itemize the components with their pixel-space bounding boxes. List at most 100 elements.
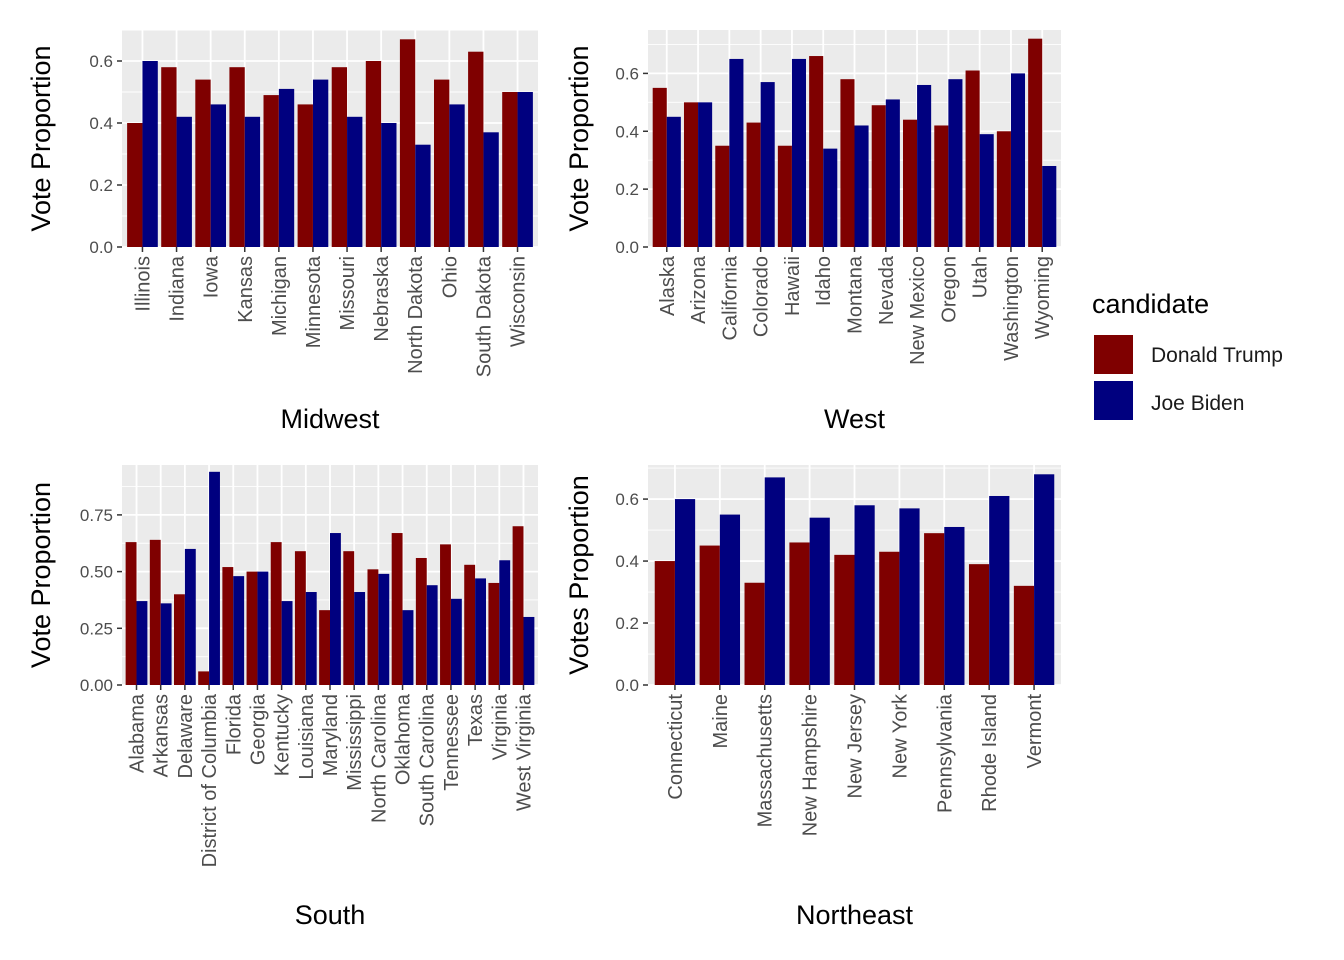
x-tick-label: New York: [889, 693, 911, 778]
bar-biden: [176, 116, 192, 247]
y-tick-label: 0.0: [89, 238, 113, 257]
x-tick-label: Virginia: [489, 693, 511, 760]
bar-biden: [244, 116, 261, 247]
x-tick-label: Louisiana: [296, 693, 318, 780]
legend-swatch-biden: [1094, 381, 1133, 420]
y-tick-label: 0.4: [615, 552, 639, 571]
bar-trump: [367, 569, 379, 685]
bar-trump: [652, 87, 667, 247]
chart-panels: 0.0 0.2 0.4 0.6 Illinois Indiana Iowa Kansas Mic…: [26, 29, 1061, 930]
x-tick-label: Missouri: [337, 256, 359, 330]
bar-trump: [222, 567, 234, 685]
bar-biden: [184, 548, 196, 685]
bar-biden: [523, 616, 535, 685]
bar-trump: [263, 95, 279, 247]
x-tick-label: Minnesota: [303, 255, 325, 348]
bar-biden: [823, 148, 838, 247]
bar-biden: [278, 88, 295, 248]
bar-biden: [719, 514, 741, 685]
bar-trump: [331, 67, 348, 247]
x-axis-title: West: [824, 404, 886, 434]
bar-biden: [729, 58, 744, 247]
bar-biden: [426, 585, 438, 685]
bar-trump: [343, 551, 355, 685]
bar-trump: [297, 104, 313, 248]
bar-trump: [174, 594, 185, 685]
bar-biden: [209, 471, 220, 685]
bar-trump: [683, 102, 699, 247]
x-tick-label: Florida: [223, 693, 245, 755]
x-tick-label: Maine: [710, 694, 732, 748]
bar-trump: [399, 39, 416, 247]
panel-west: 0.0 0.2 0.4 0.6 Alaska Arizona California Color…: [564, 30, 1061, 434]
bar-trump: [125, 542, 137, 685]
x-tick-label: Oklahoma: [393, 693, 415, 785]
bar-biden: [347, 116, 363, 247]
bar-trump: [902, 119, 918, 247]
bar-trump: [391, 533, 403, 685]
x-tick-label: Vermont: [1024, 694, 1046, 769]
bar-trump: [746, 122, 761, 247]
x-tick-label: Massachusetts: [755, 694, 777, 827]
y-tick-label: 0.0: [615, 676, 639, 695]
bar-trump: [294, 551, 306, 685]
bar-trump: [834, 554, 855, 685]
legend: candidate Donald Trump Joe Biden: [1092, 289, 1283, 422]
bar-trump: [434, 79, 450, 247]
bar-trump: [715, 145, 730, 247]
x-tick-label: Arkansas: [151, 694, 173, 777]
bar-biden: [330, 533, 341, 685]
x-tick-label: Arizona: [688, 255, 710, 324]
x-tick-label: District of Columbia: [199, 693, 221, 867]
bar-biden: [698, 102, 713, 247]
bar-trump: [198, 671, 210, 685]
bar-biden: [449, 104, 465, 248]
bar-trump: [440, 544, 451, 685]
bar-biden: [415, 144, 431, 247]
bar-trump: [512, 526, 524, 685]
x-tick-label: Hawaii: [782, 256, 804, 316]
y-tick-label: 0.75: [80, 506, 113, 525]
bar-trump: [319, 610, 330, 685]
x-tick-label: Rhode Island: [979, 694, 1001, 812]
bar-biden: [917, 84, 932, 248]
legend-title: candidate: [1092, 289, 1209, 319]
x-tick-label: Michigan: [269, 256, 291, 336]
x-tick-label: Alaska: [657, 255, 679, 316]
legend-swatch-trump: [1094, 335, 1133, 374]
bar-biden: [979, 134, 994, 247]
bar-biden: [791, 58, 807, 247]
x-tick-label: Kentucky: [272, 694, 294, 776]
x-tick-label: Tennessee: [441, 694, 463, 791]
bar-biden: [305, 592, 317, 685]
x-tick-label: Montana: [845, 255, 867, 334]
bar-trump: [789, 542, 810, 685]
y-tick-label: 0.6: [89, 52, 113, 71]
bar-biden: [136, 601, 148, 685]
bar-biden: [885, 99, 900, 247]
bar-trump: [996, 131, 1011, 247]
bar-trump: [464, 564, 476, 685]
x-tick-label: Delaware: [175, 694, 197, 778]
bar-biden: [764, 477, 785, 685]
x-tick-label: Nevada: [876, 255, 898, 325]
y-tick-label: 0.50: [80, 563, 113, 582]
bar-biden: [760, 82, 775, 247]
x-tick-label: Wyoming: [1032, 256, 1054, 339]
bar-trump: [127, 123, 143, 247]
bar-trump: [270, 542, 282, 685]
x-axis-title: Northeast: [796, 900, 914, 930]
bar-trump: [699, 545, 720, 685]
bar-biden: [142, 61, 158, 247]
y-tick-label: 0.6: [615, 64, 639, 83]
bar-biden: [160, 603, 172, 685]
bar-biden: [402, 610, 414, 685]
bar-trump: [871, 105, 886, 247]
y-tick-label: 0.2: [89, 176, 113, 195]
x-tick-label: Pennsylvania: [934, 693, 956, 813]
y-axis-title: Votes Proportion: [564, 475, 594, 675]
x-tick-label: Colorado: [751, 256, 773, 337]
x-tick-label: Washington: [1001, 256, 1023, 361]
y-tick-label: 0.4: [89, 114, 113, 133]
y-tick-label: 0.2: [615, 614, 639, 633]
